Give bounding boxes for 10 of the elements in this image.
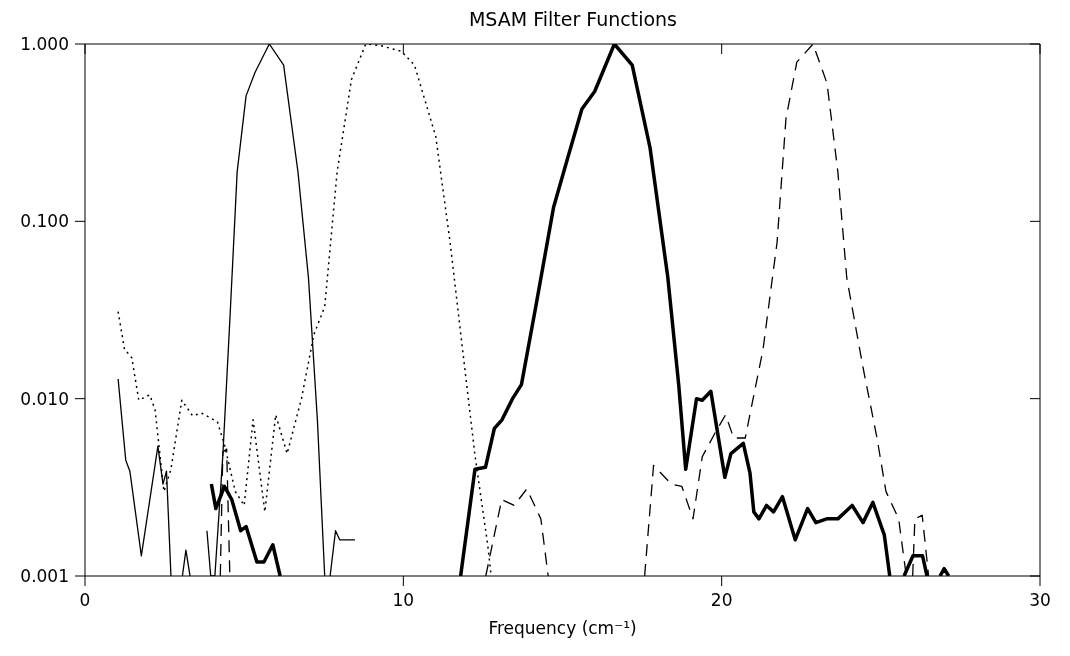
y-tick-label: 0.100 bbox=[20, 211, 69, 232]
x-tick-label: 10 bbox=[392, 590, 415, 611]
y-tick-label: 1.000 bbox=[20, 34, 69, 55]
y-tick-label: 0.001 bbox=[20, 566, 69, 587]
x-tick-label: 30 bbox=[1029, 590, 1051, 611]
x-tick-label: 20 bbox=[710, 590, 733, 611]
x-axis-title: Frequency (cm⁻¹) bbox=[488, 618, 637, 638]
x-tick-label: 0 bbox=[79, 590, 91, 611]
chart-title: MSAM Filter Functions bbox=[467, 8, 678, 32]
y-tick-label: 0.010 bbox=[20, 388, 69, 409]
